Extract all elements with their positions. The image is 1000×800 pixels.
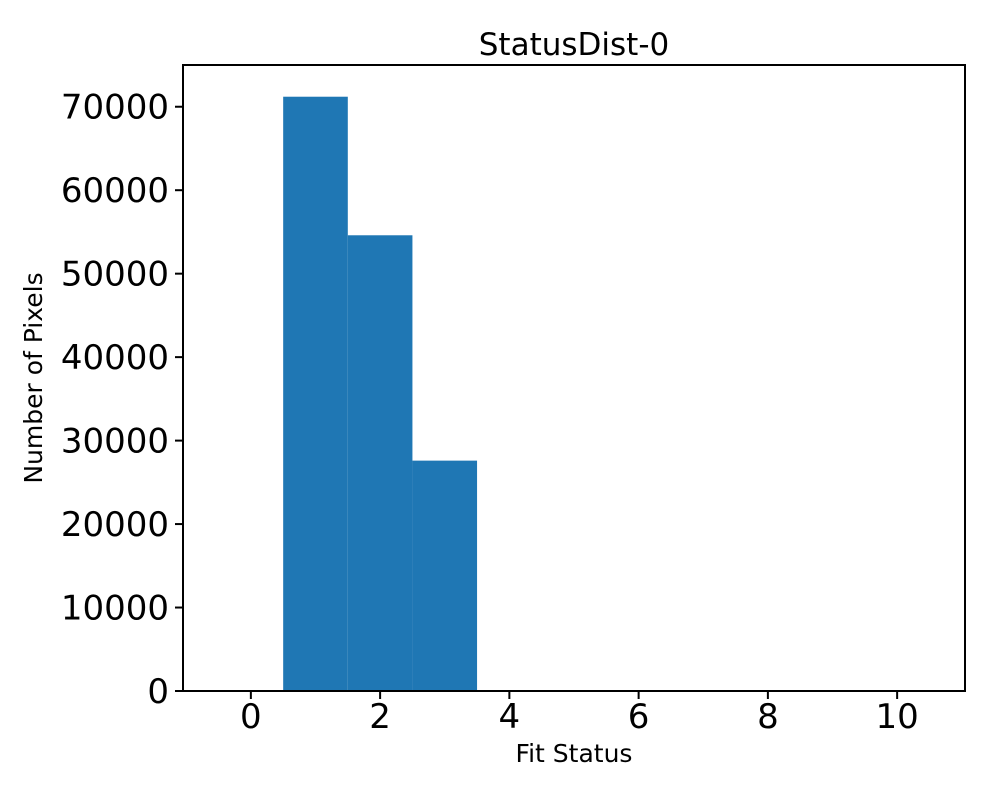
y-tick-label: 20000 xyxy=(61,505,169,545)
y-tick-label: 10000 xyxy=(61,588,169,628)
y-tick-label: 50000 xyxy=(61,255,169,295)
chart-title: StatusDist-0 xyxy=(479,27,669,63)
y-tick-label: 30000 xyxy=(61,422,169,462)
x-tick-label: 10 xyxy=(876,697,919,737)
x-tick-label: 4 xyxy=(499,697,521,737)
y-tick-label: 60000 xyxy=(61,171,169,211)
x-tick-label: 6 xyxy=(628,697,650,737)
histogram-bar xyxy=(283,96,348,691)
y-tick-label: 70000 xyxy=(61,88,169,128)
y-axis-label: Number of Pixels xyxy=(19,272,48,483)
x-axis-label: Fit Status xyxy=(516,739,633,768)
y-tick-label: 0 xyxy=(147,672,169,712)
y-axis-ticks: 0 10000 20000 30000 40000 50000 60000 70000 xyxy=(61,88,183,712)
x-tick-label: 2 xyxy=(369,697,391,737)
histogram-bars xyxy=(283,96,478,691)
y-tick-label: 40000 xyxy=(61,338,169,378)
x-tick-label: 8 xyxy=(757,697,779,737)
x-axis-ticks: 0 2 4 6 8 10 xyxy=(240,691,919,737)
histogram-bar xyxy=(412,460,478,691)
plot-border xyxy=(182,64,966,692)
histogram-bar xyxy=(347,235,413,691)
x-tick-label: 0 xyxy=(240,697,262,737)
